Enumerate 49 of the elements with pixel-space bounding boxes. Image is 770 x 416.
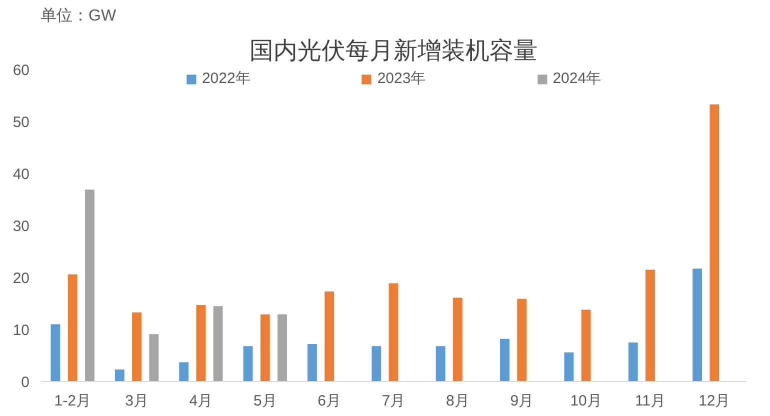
x-tick-label: 7月 (382, 392, 406, 410)
bar (372, 346, 382, 382)
y-tick-label: 60 (12, 62, 30, 79)
x-tick-label: 6月 (318, 392, 341, 410)
bar (581, 310, 591, 382)
bar (213, 306, 223, 382)
x-tick-label: 1-2月 (54, 392, 91, 410)
bar (243, 346, 253, 382)
bar (692, 268, 702, 382)
x-tick-label: 5月 (253, 392, 277, 410)
bar (179, 362, 189, 382)
bar (324, 292, 334, 382)
bar (388, 283, 398, 382)
bar (68, 274, 78, 382)
bar (710, 104, 720, 382)
bar (646, 270, 655, 382)
x-tick-label: 12月 (698, 392, 730, 410)
y-tick-label: 40 (12, 166, 30, 183)
x-tick-label: 3月 (125, 392, 148, 410)
x-tick-label: 8月 (446, 392, 470, 410)
y-tick-label: 50 (12, 114, 30, 131)
bar (452, 298, 462, 382)
text: 单位：GW (40, 6, 117, 24)
chart-title: 国内光伏每月新增装机容量 (250, 36, 538, 64)
bar (564, 352, 574, 382)
legend-label: 2024年 (552, 69, 602, 88)
x-tick-label: 9月 (510, 392, 534, 410)
bar (517, 298, 527, 382)
y-tick-label: 30 (12, 218, 30, 235)
bar (114, 370, 124, 382)
legend-label: 2023年 (377, 69, 426, 88)
bar (50, 324, 60, 382)
legend-label: 2022年 (202, 69, 250, 88)
x-tick-label: 10月 (570, 392, 602, 410)
bar (436, 346, 446, 382)
y-tick-label: 0 (21, 374, 30, 391)
bar (500, 338, 510, 382)
bar (85, 190, 94, 382)
y-tick-label: 20 (12, 270, 30, 287)
bar (307, 344, 317, 382)
bar (278, 314, 287, 382)
y-tick-label: 10 (12, 322, 30, 339)
bar (260, 314, 270, 382)
bar (132, 312, 142, 382)
bar (196, 305, 206, 382)
x-tick-label: 4月 (189, 392, 213, 410)
bar (149, 334, 159, 382)
x-tick-label: 11月 (634, 392, 666, 410)
bar (628, 342, 638, 382)
